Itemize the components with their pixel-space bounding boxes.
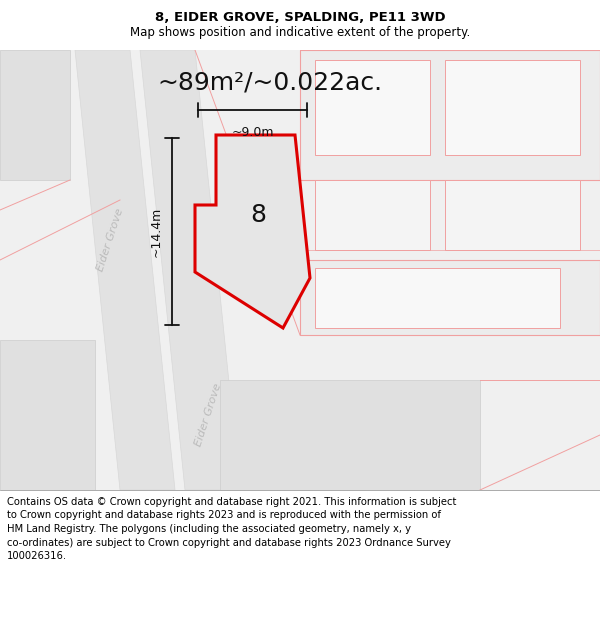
Polygon shape — [315, 180, 430, 250]
Polygon shape — [315, 60, 430, 155]
Polygon shape — [0, 340, 95, 490]
Text: 8, EIDER GROVE, SPALDING, PE11 3WD: 8, EIDER GROVE, SPALDING, PE11 3WD — [155, 11, 445, 24]
Polygon shape — [300, 50, 600, 180]
Polygon shape — [315, 268, 560, 328]
Polygon shape — [195, 135, 310, 328]
Polygon shape — [75, 50, 175, 490]
Text: Contains OS data © Crown copyright and database right 2021. This information is : Contains OS data © Crown copyright and d… — [7, 497, 457, 561]
Polygon shape — [445, 180, 580, 250]
Text: ~14.4m: ~14.4m — [149, 206, 163, 257]
Polygon shape — [445, 60, 580, 155]
Text: ~9.0m: ~9.0m — [231, 126, 274, 139]
Polygon shape — [300, 260, 600, 335]
Polygon shape — [140, 50, 240, 490]
Text: Eider Grove: Eider Grove — [193, 382, 223, 448]
Text: Eider Grove: Eider Grove — [95, 208, 125, 272]
Polygon shape — [0, 50, 70, 180]
Text: Map shows position and indicative extent of the property.: Map shows position and indicative extent… — [130, 26, 470, 39]
Polygon shape — [220, 380, 480, 490]
Text: ~89m²/~0.022ac.: ~89m²/~0.022ac. — [157, 70, 383, 94]
Text: 8: 8 — [250, 203, 266, 227]
